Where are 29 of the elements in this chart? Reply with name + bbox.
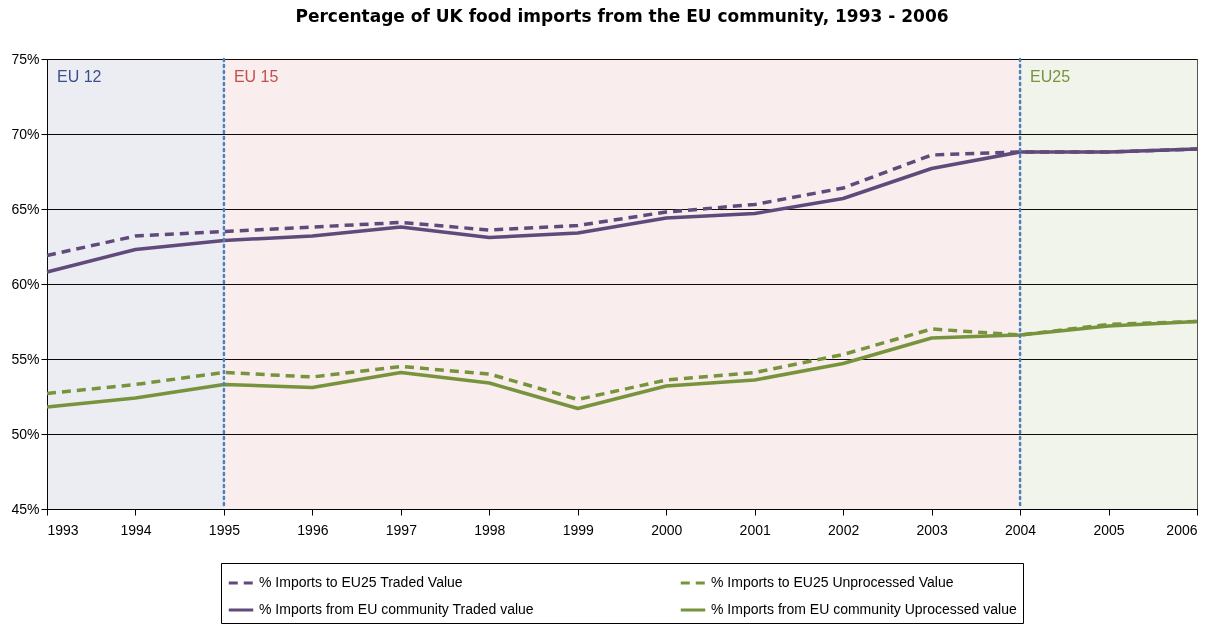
x-tick-label: 2001 xyxy=(739,521,771,538)
x-tick-label: 1995 xyxy=(208,521,241,538)
x-tick-label: 1993 xyxy=(47,521,79,538)
y-tick-label: 55% xyxy=(11,350,40,367)
y-tick-label: 65% xyxy=(11,200,40,217)
x-tick-label: 1999 xyxy=(562,521,595,538)
legend-label: % Imports to EU25 Traded Value xyxy=(259,574,463,590)
x-tick-label: 2003 xyxy=(916,521,948,538)
legend-label: % Imports from EU community Traded value xyxy=(259,601,534,617)
x-tick-label: 2005 xyxy=(1093,521,1125,538)
x-tick-label: 2004 xyxy=(1005,521,1037,538)
band-label: EU 12 xyxy=(57,68,102,85)
x-tick-label: 1994 xyxy=(120,521,152,538)
legend-label: % Imports from EU community Uprocessed value xyxy=(711,601,1017,617)
y-tick-label: 75% xyxy=(11,50,40,67)
chart-title: Percentage of UK food imports from the EU community, 1993 - 2006 xyxy=(295,6,949,26)
x-tick-label: 2006 xyxy=(1166,521,1198,538)
x-tick-label: 2000 xyxy=(651,521,683,538)
band-label: EU25 xyxy=(1030,68,1071,85)
y-tick-label: 60% xyxy=(11,275,40,292)
x-tick-label: 2002 xyxy=(828,521,860,538)
y-tick-label: 45% xyxy=(11,500,40,517)
x-tick-label: 1997 xyxy=(385,521,418,538)
y-tick-label: 70% xyxy=(11,125,40,142)
x-tick-label: 1998 xyxy=(474,521,506,538)
band-label: EU 15 xyxy=(233,68,279,85)
legend-label: % Imports to EU25 Unprocessed Value xyxy=(711,574,954,590)
x-tick-label: 1996 xyxy=(297,521,329,538)
y-tick-label: 50% xyxy=(11,425,40,442)
